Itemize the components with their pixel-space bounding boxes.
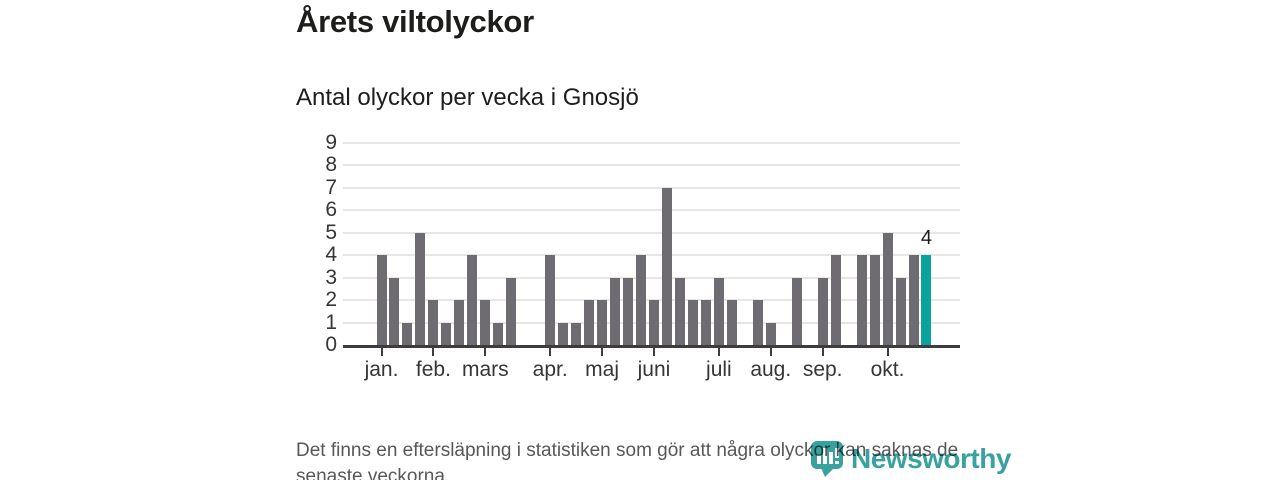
gridline-y7: [343, 186, 960, 189]
bar-week-41: [895, 277, 906, 345]
bar-week-5: [428, 300, 439, 345]
newsworthy-logo: Newsworthy: [810, 440, 1011, 477]
newsworthy-wordmark: Newsworthy: [851, 442, 1011, 474]
x-axis-month-label: jan.: [364, 358, 399, 381]
x-axis-month-label: mars: [461, 358, 509, 381]
bar-week-2: [389, 277, 400, 345]
bar-week-36: [830, 255, 841, 345]
y-axis-tick-label: 5: [325, 220, 337, 244]
bar-week-18: [597, 300, 608, 345]
gridline-y5: [343, 231, 960, 234]
bar-week-24: [674, 277, 685, 345]
x-axis-tick-okt: [886, 348, 889, 356]
y-axis-tick-label: 1: [325, 310, 337, 334]
x-axis-month-label: sep.: [802, 358, 843, 381]
bar-week-33: [791, 277, 802, 345]
gridline-y8: [343, 164, 960, 166]
chart-footnote: Det finns en eftersläpning i statistiken…: [296, 438, 1016, 480]
bar-week-7: [454, 300, 465, 345]
y-axis-tick-label: 6: [325, 198, 337, 221]
bar-week-23: [661, 187, 672, 345]
bar-week-27: [713, 277, 724, 345]
bar-week-42: [908, 255, 919, 345]
bar-week-25: [687, 300, 698, 345]
gridline-y6: [343, 209, 960, 211]
y-axis-tick-label: 4: [325, 243, 337, 266]
x-axis-tick-aug: [769, 348, 772, 356]
gridline-y3: [343, 276, 960, 279]
y-axis-tick-label: 9: [325, 130, 337, 154]
bar-week-4: [415, 232, 426, 345]
y-axis-tick-label: 8: [325, 153, 337, 176]
bar-week-11: [506, 277, 517, 345]
x-axis-tick-feb: [432, 348, 435, 356]
x-axis-tick-sep: [821, 348, 824, 356]
newsworthy-logo-icon: [810, 440, 844, 477]
x-axis-month-label: apr.: [532, 358, 568, 381]
bar-week-20: [623, 277, 634, 345]
x-axis-month-label: aug.: [750, 358, 792, 381]
y-axis-tick-label: 7: [325, 175, 337, 199]
x-axis-tick-maj: [601, 348, 604, 356]
bar-week-26: [700, 300, 711, 345]
bar-week-39: [869, 255, 880, 345]
y-axis-tick-label: 0: [325, 333, 337, 356]
page-title: Årets viltolyckor: [296, 4, 534, 39]
footnote-line-1: Det finns en eftersläpning i statistiken…: [296, 440, 959, 461]
bar-week-43: [921, 255, 932, 345]
highlight-bar-value-label: 4: [920, 227, 933, 249]
x-axis-tick-jan: [380, 348, 383, 356]
x-axis-tick-juli: [717, 348, 720, 356]
x-axis-tick-juni: [652, 348, 655, 356]
bar-week-35: [817, 277, 828, 345]
bar-week-8: [467, 255, 478, 345]
bar-week-6: [441, 322, 452, 345]
gridline-y4: [343, 254, 960, 256]
bar-week-40: [882, 232, 893, 345]
chart-subtitle: Antal olyckor per vecka i Gnosjö: [296, 84, 639, 111]
x-axis-month-label: maj: [585, 358, 619, 381]
bar-week-10: [493, 322, 504, 345]
gridline-y9: [343, 141, 960, 144]
x-axis-line: [343, 345, 960, 348]
y-axis-tick-label: 3: [325, 265, 337, 289]
bar-week-16: [571, 322, 582, 345]
x-axis-month-label: juli: [706, 358, 732, 381]
bar-week-22: [648, 300, 659, 345]
bar-week-30: [752, 300, 763, 345]
bar-week-19: [610, 277, 621, 345]
footnote-line-2: senaste veckorna.: [296, 466, 451, 480]
bar-week-31: [765, 322, 776, 345]
x-axis-month-label: feb.: [415, 358, 451, 381]
bar-week-9: [480, 300, 491, 345]
bar-week-17: [584, 300, 595, 345]
bar-week-28: [726, 300, 737, 345]
bar-week-1: [376, 255, 387, 345]
x-axis-month-label: juni: [637, 358, 671, 381]
x-axis-tick-mars: [484, 348, 487, 356]
bar-week-15: [558, 322, 569, 345]
bar-week-14: [545, 255, 556, 345]
x-axis-month-label: okt.: [870, 358, 905, 381]
x-axis-tick-apr: [549, 348, 552, 356]
y-axis-tick-label: 2: [325, 288, 337, 311]
bar-week-3: [402, 322, 413, 345]
bar-week-38: [856, 255, 867, 345]
bar-week-21: [636, 255, 647, 345]
